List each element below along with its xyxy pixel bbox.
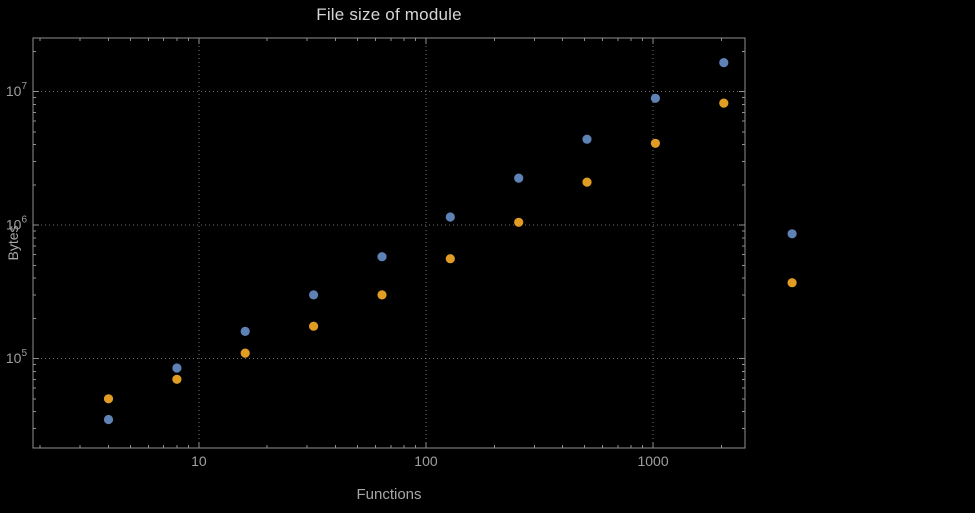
data-point-blue [445,212,455,222]
data-point-orange [309,321,319,331]
y-tick-label: 106 [6,215,28,233]
chart-title: File size of module [316,5,462,24]
data-point-blue [650,93,661,103]
data-point-orange [719,98,729,108]
data-point-blue [719,58,729,68]
data-point-orange [582,177,592,187]
data-point-orange [377,290,387,300]
y-axis-label: Bytes [5,225,21,261]
data-point-orange [103,394,114,404]
data-point-blue [103,414,114,425]
data-point-blue [787,229,797,239]
data-point-blue [172,363,182,373]
data-point-orange [445,254,455,264]
data-point-blue [240,326,250,336]
data-point-orange [787,278,797,288]
data-point-orange [240,348,250,358]
data-point-blue [514,173,524,183]
x-tick-label: 1000 [637,453,668,469]
y-tick-label: 105 [6,348,28,366]
x-tick-label: 100 [414,453,438,469]
x-tick-label: 10 [191,453,207,469]
y-tick-label: 107 [6,81,28,99]
plot-frame [32,37,746,449]
data-point-orange [514,217,524,227]
data-point-blue [582,134,592,144]
data-point-orange [172,374,182,384]
data-point-orange [650,138,661,148]
x-axis-label: Functions [356,486,422,503]
data-point-blue [309,290,319,300]
data-point-blue [377,252,387,262]
